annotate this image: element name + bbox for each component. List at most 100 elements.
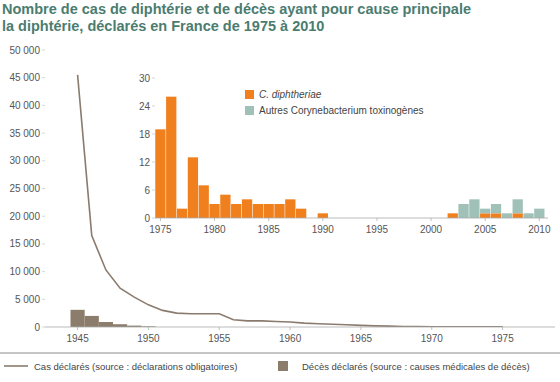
y-tick-label: 10 000 xyxy=(9,266,40,277)
x-tick-label: 1955 xyxy=(208,333,231,344)
x-axis xyxy=(45,327,555,328)
x-tick-label: 1975 xyxy=(491,333,514,344)
x-tick-label: 1965 xyxy=(350,333,373,344)
bar xyxy=(166,97,176,218)
bar xyxy=(188,157,198,218)
x-tick xyxy=(148,327,149,330)
y-tick-label: 0 xyxy=(144,213,150,224)
inset-background xyxy=(128,62,554,247)
y-tick-label: 25 000 xyxy=(9,183,40,194)
y-tick-label: 15 000 xyxy=(9,238,40,249)
bar xyxy=(458,204,468,218)
x-tick xyxy=(214,218,215,221)
y-tick xyxy=(42,188,45,189)
y-tick xyxy=(42,160,45,161)
y-tick-label: 20 000 xyxy=(9,211,40,222)
bar xyxy=(155,129,165,218)
x-tick-label: 1990 xyxy=(312,224,335,235)
x-tick xyxy=(322,218,323,221)
x-tick-label: 1980 xyxy=(203,224,226,235)
x-tick-label: 1960 xyxy=(279,333,302,344)
legend-label: Autres Corynebacterium toxinogènes xyxy=(259,105,424,116)
title: Nombre de cas de diphtérie et de décès a… xyxy=(2,1,472,35)
legend-label: Décès déclarés (source : causes médicale… xyxy=(302,361,530,372)
x-tick-label: 1970 xyxy=(421,333,444,344)
x-axis xyxy=(155,218,548,219)
legend: Cas déclarés (source : déclarations obli… xyxy=(0,353,560,372)
x-tick xyxy=(77,327,78,330)
y-tick xyxy=(42,77,45,78)
y-tick-label: 24 xyxy=(139,101,151,112)
y-tick xyxy=(42,299,45,300)
x-tick-label: 2000 xyxy=(420,224,443,235)
x-tick xyxy=(360,327,361,330)
y-tick xyxy=(152,218,155,219)
x-tick xyxy=(485,218,486,221)
y-tick-label: 0 xyxy=(34,322,40,333)
y-tick xyxy=(42,50,45,51)
y-tick-label: 30 000 xyxy=(9,155,40,166)
bar xyxy=(99,322,113,327)
legend-swatch xyxy=(278,361,288,371)
x-tick xyxy=(268,218,269,221)
bar xyxy=(318,213,328,218)
y-tick xyxy=(42,133,45,134)
x-tick-label: 1975 xyxy=(149,224,172,235)
x-tick xyxy=(539,218,540,221)
y-tick xyxy=(42,243,45,244)
y-tick xyxy=(42,216,45,217)
bar xyxy=(113,324,127,327)
x-tick xyxy=(431,327,432,330)
legend-swatch xyxy=(4,365,28,367)
y-tick xyxy=(42,271,45,272)
bar xyxy=(264,204,274,218)
chart: 05 00010 00015 00020 00025 00030 00035 0… xyxy=(0,0,560,382)
y-tick xyxy=(42,327,45,328)
y-tick xyxy=(152,190,155,191)
x-tick xyxy=(219,327,220,330)
y-tick xyxy=(42,105,45,106)
legend-separator xyxy=(0,353,560,354)
legend-label: C. diphtheriae xyxy=(259,89,322,100)
x-tick-label: 1945 xyxy=(66,333,89,344)
plot-area xyxy=(155,97,544,218)
bar xyxy=(480,209,490,214)
y-tick-label: 6 xyxy=(144,185,150,196)
bar xyxy=(71,310,85,327)
y-tick xyxy=(152,134,155,135)
x-tick-label: 1950 xyxy=(137,333,160,344)
y-tick-label: 45 000 xyxy=(9,72,40,83)
chart-0: 05 00010 00015 00020 00025 00030 00035 0… xyxy=(0,45,560,373)
x-tick xyxy=(290,327,291,330)
bar xyxy=(274,204,284,218)
y-tick-label: 40 000 xyxy=(9,100,40,111)
legend: C. diphtheriae Autres Corynebacterium tox… xyxy=(245,89,424,116)
y-tick-label: 12 xyxy=(139,157,151,168)
bar xyxy=(231,204,241,218)
y-tick-label: 30 xyxy=(139,73,151,84)
y-tick-label: 50 000 xyxy=(9,45,40,56)
bar xyxy=(513,199,523,213)
x-tick xyxy=(376,218,377,221)
x-tick-label: 2010 xyxy=(528,224,551,235)
bar xyxy=(253,204,263,218)
y-tick-label: 18 xyxy=(139,129,151,140)
bar xyxy=(491,204,501,213)
y-tick xyxy=(152,106,155,107)
bar xyxy=(480,213,490,218)
bar xyxy=(209,204,219,218)
legend-swatch xyxy=(245,106,254,115)
bar xyxy=(502,213,512,218)
y-tick-label: 5 000 xyxy=(15,294,40,305)
bar xyxy=(469,199,479,218)
x-tick-label: 1995 xyxy=(366,224,389,235)
y-tick xyxy=(152,78,155,79)
x-tick xyxy=(502,327,503,330)
bar xyxy=(448,213,458,218)
x-tick xyxy=(160,218,161,221)
x-tick-label: 2005 xyxy=(474,224,497,235)
bar xyxy=(242,199,252,218)
legend-label: Cas déclarés (source : déclarations obli… xyxy=(34,361,237,372)
bar xyxy=(491,213,501,218)
bar xyxy=(85,316,99,327)
